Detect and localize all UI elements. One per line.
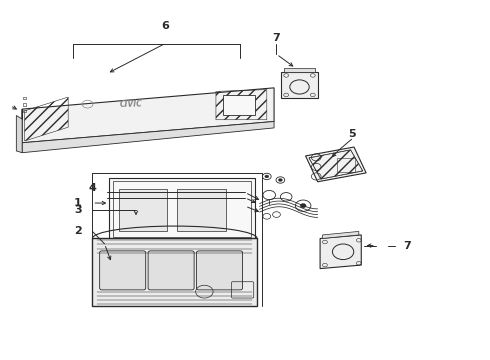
- Text: 2: 2: [74, 226, 82, 237]
- FancyBboxPatch shape: [148, 251, 194, 290]
- Bar: [337, 158, 355, 172]
- Polygon shape: [322, 231, 359, 238]
- Text: 5: 5: [348, 129, 355, 139]
- Bar: [284, 68, 315, 72]
- FancyBboxPatch shape: [99, 251, 146, 290]
- Polygon shape: [320, 235, 361, 269]
- Bar: [119, 189, 168, 231]
- Text: 3: 3: [74, 205, 82, 215]
- Bar: [23, 97, 25, 99]
- Text: CIVIC: CIVIC: [120, 99, 143, 109]
- Polygon shape: [22, 122, 274, 153]
- Circle shape: [278, 179, 282, 181]
- Bar: [23, 110, 25, 112]
- FancyBboxPatch shape: [196, 251, 243, 290]
- Circle shape: [300, 203, 306, 208]
- Text: 1: 1: [74, 198, 82, 208]
- Polygon shape: [93, 238, 257, 306]
- FancyBboxPatch shape: [281, 72, 318, 99]
- Polygon shape: [306, 147, 366, 182]
- Text: 4: 4: [89, 183, 97, 193]
- Text: 6: 6: [161, 21, 169, 31]
- FancyBboxPatch shape: [223, 95, 255, 116]
- Polygon shape: [16, 109, 22, 153]
- Text: 7: 7: [272, 33, 280, 43]
- Text: 7: 7: [403, 240, 411, 251]
- Bar: [109, 178, 255, 240]
- Bar: [113, 181, 251, 238]
- Polygon shape: [22, 88, 274, 143]
- Bar: [23, 103, 25, 105]
- Circle shape: [265, 175, 269, 178]
- Bar: [177, 189, 225, 231]
